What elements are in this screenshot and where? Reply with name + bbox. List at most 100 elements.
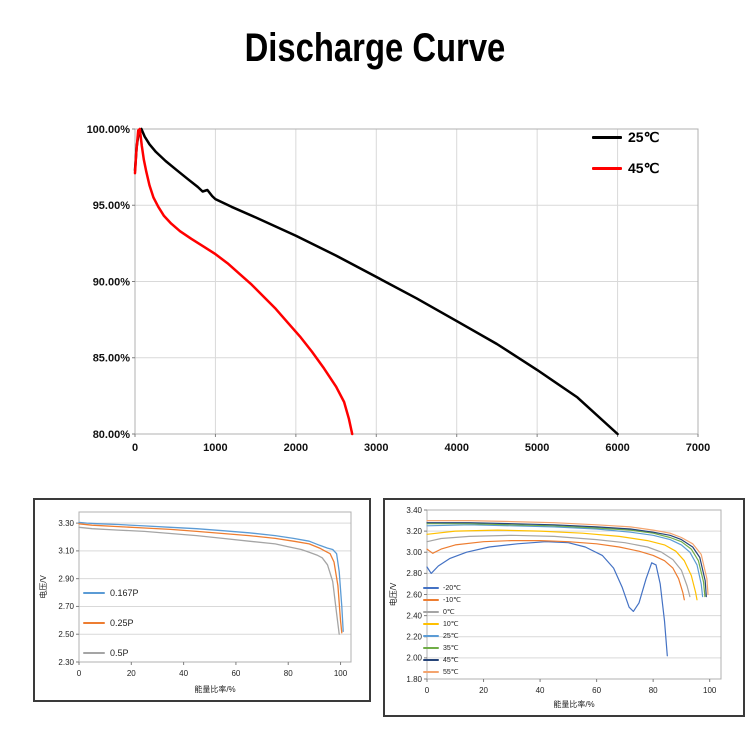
legend-item-m20c: -20℃ [423, 584, 461, 592]
main-chart-legend: 25℃ 45℃ [592, 129, 659, 191]
x-tick-label: 40 [536, 686, 545, 695]
legend-label-0c: 0℃ [443, 609, 455, 616]
legend-item-55c: 55℃ [423, 668, 461, 676]
legend-label-25c: 25℃ [628, 129, 660, 145]
x-tick-label: 4000 [444, 442, 468, 454]
legend-item-25c: 25℃ [423, 632, 461, 640]
x-tick-label: 5000 [525, 442, 549, 454]
temperature-chart-legend: -20℃ -10℃ 0℃ 10℃ 25℃ 35℃ [423, 584, 461, 680]
x-tick-label: 100 [334, 669, 348, 678]
series-line [426, 524, 704, 598]
y-axis-title: 电压/V [388, 582, 398, 606]
series-line [426, 534, 691, 598]
y-tick-label: 100.00% [87, 124, 131, 136]
y-tick-label: 2.90 [58, 574, 74, 583]
legend-swatch-10c [423, 623, 439, 625]
legend-label-025p: 0.25P [110, 618, 134, 628]
y-tick-label: 2.60 [406, 590, 422, 599]
y-tick-label: 3.00 [406, 548, 422, 557]
x-tick-label: 7000 [686, 442, 710, 454]
y-axis-title: 电压/V [38, 575, 48, 599]
plot-border [78, 511, 352, 663]
rate-chart-svg: 0 20 40 60 80 100 2.30 2.50 2.70 2.90 3.10 3.30 能量比率… [38, 511, 352, 694]
x-tick-label: 20 [127, 669, 136, 678]
x-tick-label: 100 [703, 686, 717, 695]
x-tick-label: 6000 [605, 442, 629, 454]
x-tick-label: 0 [425, 686, 430, 695]
legend-label-0167p: 0.167P [110, 588, 139, 598]
legend-swatch-25c [592, 136, 622, 139]
main-chart-svg: 0 1000 2000 3000 4000 5000 6000 7000 80.00% 85.00… [87, 124, 710, 454]
legend-item-10c: 10℃ [423, 620, 461, 628]
series-line [133, 127, 619, 436]
series-line [426, 522, 707, 598]
legend-swatch-05p [83, 652, 105, 654]
rate-chart-panel: 0 20 40 60 80 100 2.30 2.50 2.70 2.90 3.10 3.30 能量比率… [33, 498, 371, 702]
x-axis-title: 能量比率/% [553, 699, 594, 709]
legend-label-45c: 45℃ [443, 657, 459, 664]
legend-swatch-m20c [423, 587, 439, 589]
series-line [426, 529, 698, 601]
legend-label-45c: 45℃ [628, 160, 660, 176]
y-tick-label: 1.80 [406, 675, 422, 684]
series-line [78, 523, 343, 634]
y-tick-label: 85.00% [93, 353, 131, 365]
legend-label-35c: 35℃ [443, 645, 459, 652]
series-line [426, 520, 709, 596]
x-tick-label: 0 [132, 442, 138, 454]
legend-item-025p: 0.25P [83, 618, 139, 628]
legend-item-0167p: 0.167P [83, 588, 139, 598]
legend-label-55c: 55℃ [443, 669, 459, 676]
series-line [78, 521, 344, 633]
y-tick-label: 3.30 [58, 519, 74, 528]
rate-chart-legend: 0.167P 0.25P 0.5P [83, 588, 139, 678]
legend-swatch-45c [592, 167, 622, 170]
series-line [426, 541, 668, 657]
y-tick-label: 95.00% [93, 200, 131, 212]
series-line [78, 526, 340, 635]
x-tick-label: 80 [649, 686, 658, 695]
temperature-chart-svg: 0 20 40 60 80 100 1.80 2.00 2.20 2.40 2.60 2.80 3.00… [388, 506, 722, 709]
x-tick-label: 3000 [364, 442, 388, 454]
x-tick-label: 0 [77, 669, 82, 678]
y-tick-label: 2.40 [406, 611, 422, 620]
legend-item-25c: 25℃ [592, 129, 659, 146]
x-tick-label: 1000 [203, 442, 227, 454]
legend-label-m20c: -20℃ [443, 585, 461, 592]
series-line [133, 127, 354, 436]
legend-swatch-0167p [83, 592, 105, 594]
legend-swatch-35c [423, 647, 439, 649]
y-tick-label: 80.00% [93, 429, 131, 441]
y-tick-label: 2.50 [58, 630, 74, 639]
y-tick-label: 2.80 [406, 569, 422, 578]
x-tick-label: 80 [284, 669, 293, 678]
legend-item-05p: 0.5P [83, 648, 139, 658]
x-tick-label: 60 [592, 686, 601, 695]
x-axis-title: 能量比率/% [194, 684, 235, 694]
y-tick-label: 3.40 [406, 506, 422, 515]
legend-swatch-55c [423, 671, 439, 673]
legend-label-25c: 25℃ [443, 633, 459, 640]
main-chart: 0 1000 2000 3000 4000 5000 6000 7000 80.00% 85.00… [40, 95, 710, 480]
x-tick-label: 60 [231, 669, 240, 678]
x-tick-label: 20 [479, 686, 488, 695]
series-line [426, 539, 685, 601]
x-tick-label: 40 [179, 669, 188, 678]
x-tick-label: 2000 [284, 442, 308, 454]
legend-label-10c: 10℃ [443, 621, 459, 628]
y-tick-label: 2.30 [58, 658, 74, 667]
legend-item-35c: 35℃ [423, 644, 461, 652]
y-tick-label: 2.00 [406, 654, 422, 663]
legend-swatch-m10c [423, 599, 439, 601]
y-tick-label: 3.10 [58, 547, 74, 556]
legend-label-m10c: -10℃ [443, 597, 461, 604]
legend-swatch-25c [423, 635, 439, 637]
page-title: Discharge Curve [244, 26, 506, 70]
legend-item-45c: 45℃ [592, 160, 659, 177]
legend-item-45c: 45℃ [423, 656, 461, 664]
temperature-chart-panel: 0 20 40 60 80 100 1.80 2.00 2.20 2.40 2.60 2.80 3.00… [383, 498, 745, 717]
y-tick-label: 2.20 [406, 633, 422, 642]
legend-item-0c: 0℃ [423, 608, 461, 616]
legend-swatch-025p [83, 622, 105, 624]
